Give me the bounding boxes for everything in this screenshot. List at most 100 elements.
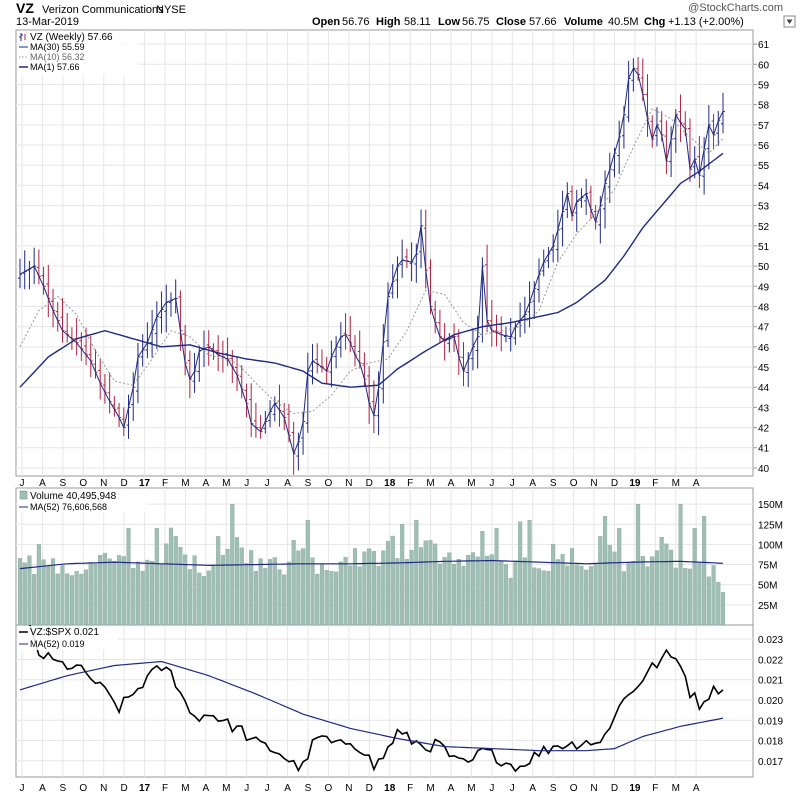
x-month-label: N [100,783,107,794]
volume-bar [588,566,593,626]
x-month-label: A [284,783,291,794]
volume-bar [187,569,192,626]
volume-bar [164,543,169,626]
volume-bar [338,561,343,626]
volume-bar [197,572,202,626]
volume-bar [244,563,249,626]
volume-bar [352,548,358,626]
x-month-label: D [121,783,128,794]
volume-bar [225,549,230,626]
x-month-label: J [265,478,270,489]
ma1-line [19,67,724,456]
legend-price-bars-icon [19,33,26,41]
x-month-label: A [448,478,455,489]
volume-bar [272,557,277,626]
chg-value: +1.13 (+2.00%) [668,16,744,28]
x-month-label: J [20,478,25,489]
volume-bar [650,556,655,626]
volume-bar [584,569,589,626]
volume-bar [385,541,391,626]
price-grid [16,30,753,476]
x-month-label: O [79,478,87,489]
volume-bar [720,592,726,626]
x-month-label: F [407,478,413,489]
volume-bar [84,569,89,626]
volume-bar [716,581,721,626]
price-tick-label: 50 [758,262,770,273]
volume-bar [437,563,442,626]
volume-bar [518,521,523,626]
ratio-panel-frame [15,624,754,778]
volume-bar [305,520,310,626]
header-arrow-icon[interactable] [783,15,796,28]
volume-bar [536,568,542,626]
volume-bar [522,557,527,626]
volume-tick-label: 50M [758,581,777,592]
x-month-label: J [265,783,270,794]
price-tick-label: 43 [758,403,770,414]
volume-bar [395,558,400,626]
x-month-label: F [162,783,168,794]
price-tick-label: 58 [758,101,770,112]
volume-bar [183,554,188,626]
volume-bar [636,503,641,626]
x-month-label: M [181,478,189,489]
volume-bar [131,568,136,626]
volume-bar [419,547,424,626]
legend-ma1: MA(1) 57.66 [30,62,80,72]
price-tick-label: 55 [758,161,770,172]
volume-bar [381,550,386,626]
price-tick-label: 46 [758,343,770,354]
volume-bar [112,561,117,626]
ratio-legend: VZ:$SPX 0.021 MA(52) 0.019 [18,626,118,650]
x-month-label: N [590,783,597,794]
volume-bar [404,559,409,626]
x-month-label: A [203,478,210,489]
volume-bar [452,563,457,626]
x-month-label: J [20,783,25,794]
volume-bar [121,556,126,626]
x-month-label: M [467,478,475,489]
volume-bar [475,556,480,626]
x-month-label: D [366,478,373,489]
volume-bar [664,543,669,626]
volume-bar [367,548,372,626]
volume-bar [102,552,107,626]
volume-bar [319,563,324,626]
ratio-line [29,625,724,773]
x-month-label: M [672,783,680,794]
x-axis-bottom: J A S O N D 17 F M A M J J A S O N D 18 F M A M J J A S O N D 19 F M A [20,783,700,794]
volume-bar [697,562,702,626]
volume-bar [617,528,622,626]
volume-bar [423,540,428,626]
chart-header: VZ Verizon Communications NYSE 13-Mar-20… [16,0,796,28]
volume-bar [470,552,475,626]
volume-bar [612,551,617,626]
open-label: Open [312,16,340,28]
legend-volume-swatch [19,490,28,500]
volume-bar [22,562,27,626]
ratio-tick-label: 0.020 [758,696,783,707]
volume-bar [69,575,74,626]
price-bar [721,92,725,134]
x-month-label: S [60,478,67,489]
close-value: 57.66 [529,16,557,28]
x-month-label: 19 [629,783,641,794]
volume-bar [46,565,51,626]
ticker-symbol: VZ [16,0,34,16]
volume-bar [88,563,93,626]
volume-bar [220,555,225,626]
ratio-y-axis: 0.017 0.018 0.019 0.020 0.021 0.022 0.023 [758,635,783,768]
volume-y-axis: 25M 50M 75M 100M 125M 150M [758,500,783,612]
price-tick-label: 52 [758,222,770,233]
volume-tick-label: 100M [758,540,783,551]
volume-bar [414,520,419,626]
x-month-label: N [345,478,352,489]
x-month-label: 17 [139,783,151,794]
volume-bar [433,543,438,626]
ratio-tick-label: 0.017 [758,757,783,768]
price-tick-label: 53 [758,202,770,213]
x-month-label: A [284,478,291,489]
volume-bar [541,570,546,626]
x-month-label: M [426,478,434,489]
